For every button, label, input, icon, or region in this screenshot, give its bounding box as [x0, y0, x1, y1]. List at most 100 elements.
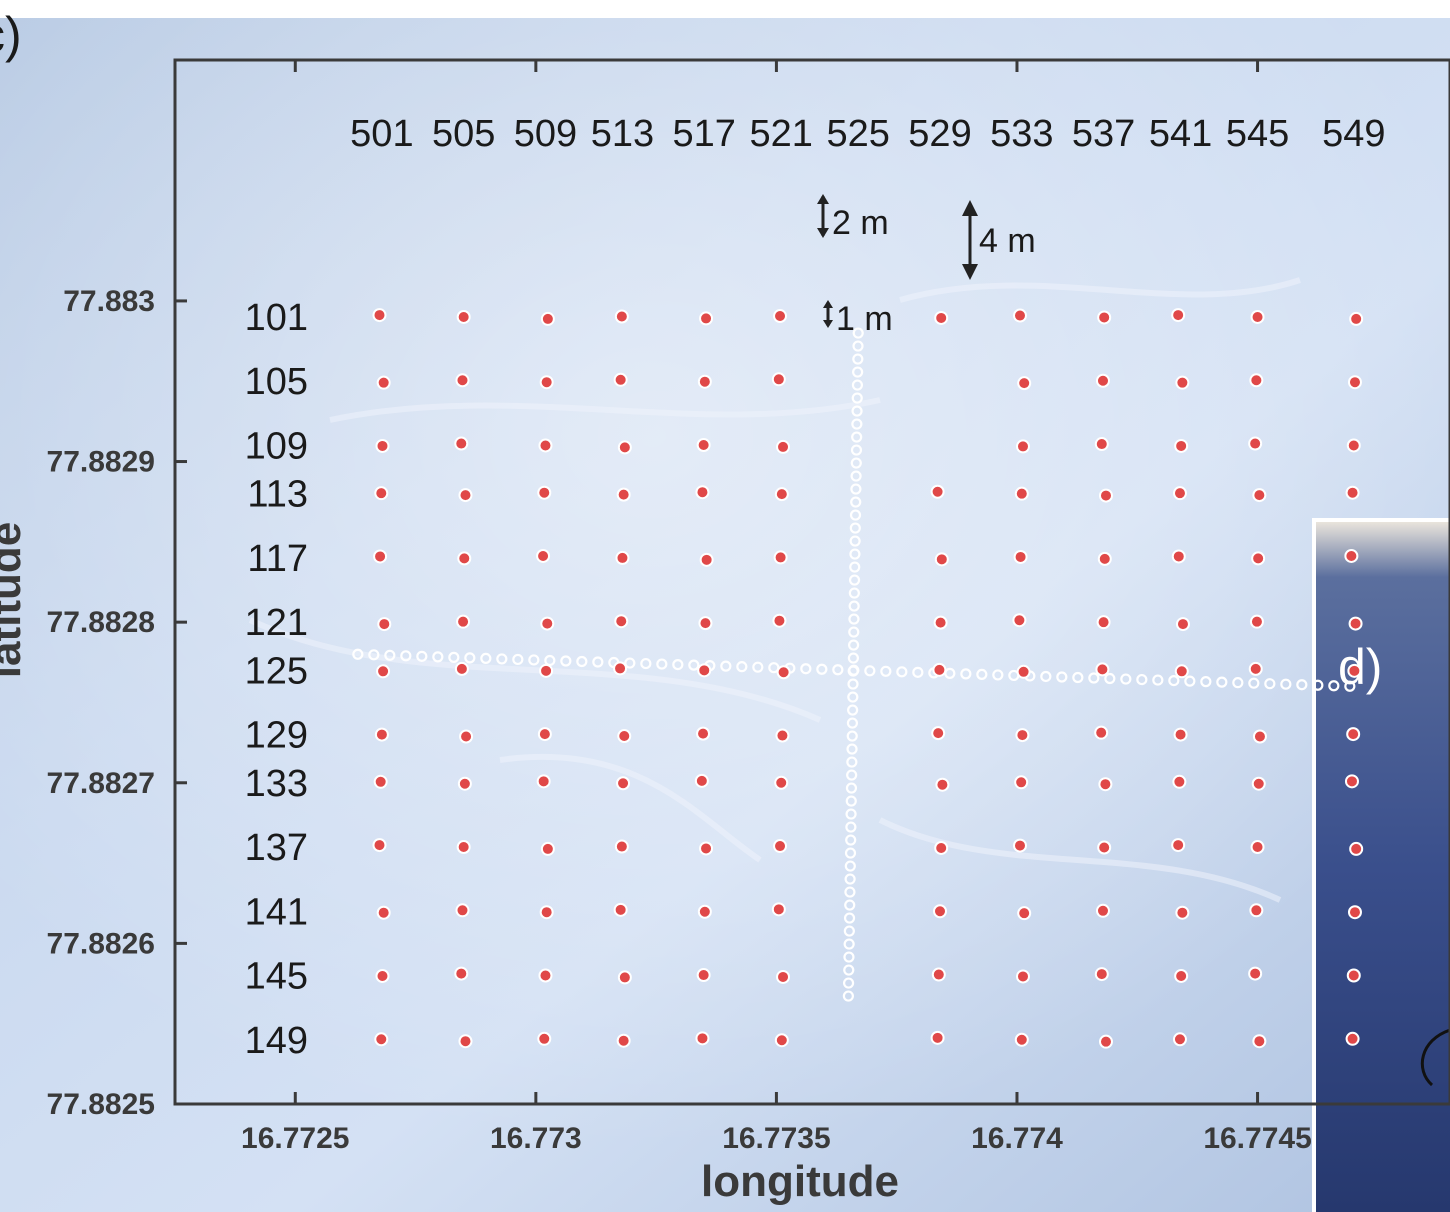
grid-station-marker — [1017, 376, 1032, 391]
grid-station-marker — [695, 1031, 710, 1046]
grid-station-marker — [539, 663, 554, 678]
transect-marker — [849, 522, 861, 534]
transect-marker — [464, 652, 476, 664]
grid-station-marker — [1346, 968, 1361, 983]
transect-marker — [852, 327, 864, 339]
scale-arrowhead-1m-bottom — [823, 320, 833, 328]
photo-highlight — [0, 18, 1450, 1212]
grid-row-label: 113 — [247, 474, 308, 516]
grid-station-marker — [1014, 1032, 1029, 1047]
grid-station-marker — [1344, 548, 1359, 563]
grid-column-label: 509 — [514, 113, 577, 155]
transect-marker — [656, 658, 668, 670]
grid-station-marker — [616, 776, 631, 791]
grid-station-marker — [376, 664, 391, 679]
grid-station-marker — [699, 552, 714, 567]
transect-marker — [736, 661, 748, 673]
transect-marker — [576, 655, 588, 668]
grid-station-marker — [1248, 436, 1263, 451]
grid-station-marker — [1248, 661, 1263, 676]
transect-marker — [496, 653, 508, 665]
grid-station-marker — [1172, 1032, 1187, 1047]
panel-label-c: c) — [0, 7, 22, 63]
grid-station-marker — [775, 728, 790, 743]
grid-station-marker — [774, 775, 789, 790]
transect-marker — [852, 353, 864, 365]
grid-station-marker — [932, 662, 947, 677]
grid-station-marker — [614, 839, 629, 854]
transect-marker — [560, 655, 572, 667]
transect-marker — [384, 649, 396, 661]
x-tick-label: 16.7735 — [722, 1122, 830, 1155]
scale-label-1m: 1 m — [836, 300, 893, 338]
grid-station-marker — [372, 308, 387, 323]
transect-marker — [848, 613, 860, 625]
grid-station-marker — [375, 438, 390, 453]
grid-row-label: 105 — [245, 361, 308, 403]
transect-marker — [844, 873, 856, 885]
transect-marker — [1072, 671, 1084, 684]
grid-station-marker — [538, 968, 553, 983]
grid-station-marker — [1016, 664, 1031, 679]
scale-arrowhead-2m-top — [817, 194, 829, 204]
grid-station-marker — [613, 372, 628, 387]
transect-marker — [843, 938, 855, 950]
scale-arrowhead-4m-bottom — [962, 264, 978, 280]
grid-station-marker — [1249, 373, 1264, 388]
x-tick-label: 16.774 — [971, 1122, 1063, 1155]
grid-station-marker — [931, 967, 946, 982]
grid-station-marker — [1095, 373, 1110, 388]
grid-column-label: 505 — [432, 113, 495, 155]
grid-station-marker — [374, 1032, 389, 1047]
grid-station-marker — [697, 374, 712, 389]
transect-marker — [1280, 678, 1292, 690]
scale-arrowhead-2m-bottom — [817, 228, 829, 238]
grid-station-marker — [539, 905, 554, 920]
grid-row-label: 109 — [245, 425, 308, 467]
grid-station-marker — [694, 773, 709, 788]
transect-marker — [848, 574, 861, 586]
grid-station-marker — [771, 902, 786, 917]
grid-station-marker — [1012, 838, 1027, 853]
inset-image — [1316, 522, 1450, 1212]
transect-marker — [851, 418, 863, 430]
transect-marker — [848, 600, 860, 612]
grid-markers — [372, 308, 1364, 1049]
transect-marker — [512, 653, 524, 666]
transect-marker — [844, 886, 856, 898]
grid-column-label: 501 — [350, 113, 413, 155]
grid-station-marker — [697, 663, 712, 678]
transect-marker — [624, 657, 636, 669]
transect-marker — [848, 626, 860, 638]
transect-marker — [844, 860, 856, 872]
transect-marker — [851, 431, 863, 443]
axis-ticks — [175, 60, 1260, 1106]
grid-station-marker — [1348, 616, 1363, 631]
grid-station-marker — [1095, 662, 1110, 677]
grid-station-marker — [616, 1033, 631, 1048]
transect-marker — [1056, 671, 1068, 683]
transect-marker — [816, 663, 828, 675]
transect-marker — [843, 925, 855, 937]
transect-marker — [847, 691, 859, 703]
y-tick-label: 77.8825 — [47, 1088, 155, 1121]
grid-station-marker — [373, 774, 388, 789]
grid-station-marker — [540, 311, 555, 326]
grid-station-marker — [934, 840, 949, 855]
grid-station-marker — [1248, 966, 1263, 981]
transect-marker — [1152, 674, 1164, 686]
grid-station-marker — [1175, 905, 1190, 920]
grid-station-marker — [1171, 308, 1186, 323]
grid-row-label: 133 — [245, 763, 308, 805]
grid-station-marker — [1097, 310, 1112, 325]
grid-column-label: 525 — [827, 113, 890, 155]
transect-marker — [846, 769, 858, 781]
y-tick-label: 77.8828 — [47, 606, 155, 639]
grid-station-marker — [537, 485, 552, 500]
transect-marker — [851, 379, 864, 391]
transect-marker — [1040, 670, 1052, 683]
grid-station-marker — [457, 776, 472, 791]
transect-marker — [992, 669, 1004, 681]
grid-station-marker — [1015, 439, 1030, 454]
transect-marker — [849, 535, 861, 547]
